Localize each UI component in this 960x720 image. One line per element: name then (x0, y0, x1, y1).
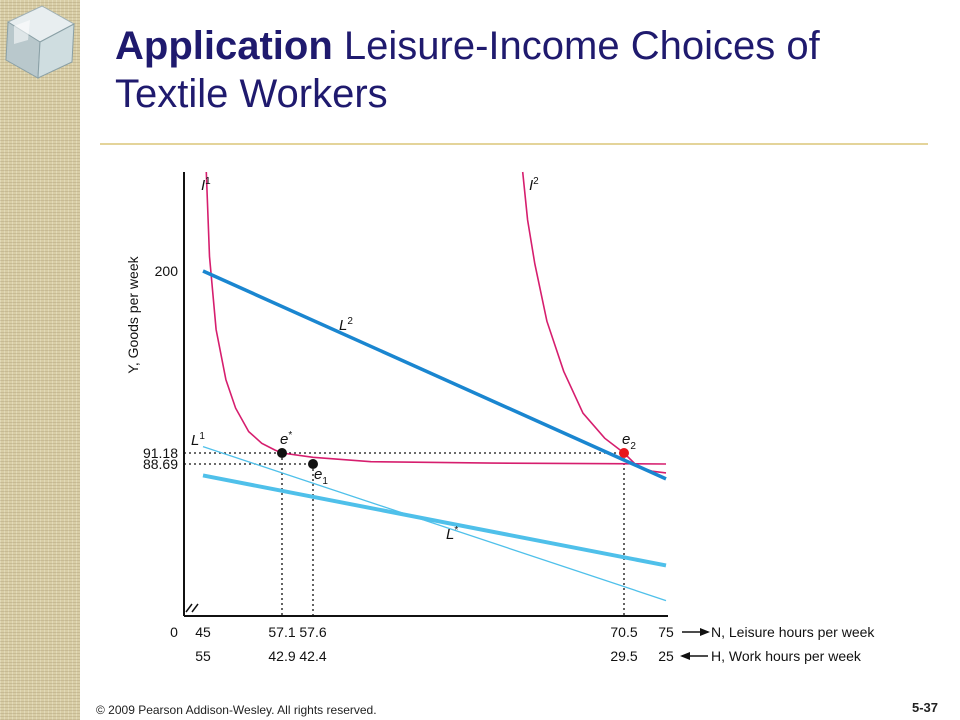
equilibrium-point-3 (619, 448, 629, 458)
point-label-e1: e1 (314, 466, 328, 487)
dotted-guides (184, 452, 625, 616)
glass-cube-logo (5, 5, 76, 79)
budget-label-l2: L2 (339, 316, 353, 334)
x2-tick-label: 42.9 (268, 648, 295, 664)
budget-label-lstar: L* (446, 525, 458, 543)
x-tick-label: 70.5 (610, 624, 637, 640)
x-axis-label: N, Leisure hours per week (711, 624, 875, 640)
budget-lines (202, 269, 667, 602)
y-tick-label: 88.69 (143, 456, 178, 472)
x-tick-label: 57.1 (268, 624, 295, 640)
point-label-estar: e* (280, 430, 292, 448)
slide-number: 5-37 (912, 700, 939, 715)
x-axis-arrow (682, 628, 710, 636)
budget-label-l1: L1 (191, 431, 205, 449)
slide-title: Application Leisure-Income Choices of Te… (115, 22, 935, 118)
x2-axis-label: H, Work hours per week (711, 648, 862, 664)
x2-axis-arrow (680, 652, 708, 660)
x2-tick-label: 42.4 (299, 648, 326, 664)
slide-title-text: Leisure-Income Choices of Textile Worker… (115, 24, 820, 116)
x2-tick-label: 25 (658, 648, 674, 664)
y-tick-label: 91.18 (143, 445, 178, 461)
y-tick-label: 200 (155, 263, 179, 279)
indifference-curve-1 (205, 171, 667, 465)
indifference-curve-2 (521, 171, 667, 474)
indifference-curves (205, 171, 667, 474)
budget-line-1 (202, 473, 667, 568)
x-tick-label: 75 (658, 624, 674, 640)
equilibrium-points (277, 448, 629, 469)
x2-tick-label: 29.5 (610, 648, 637, 664)
copyright-notice: © 2009 Pearson Addison-Wesley. All right… (96, 703, 377, 717)
decorative-side-strip (0, 0, 80, 720)
budget-line-3 (202, 445, 667, 602)
x-tick-label: 45 (195, 624, 211, 640)
x2-tick-label: 55 (195, 648, 211, 664)
curve-label-i2: I2 (529, 176, 539, 194)
arrow-head (700, 628, 710, 636)
axis-break-mark (185, 603, 193, 613)
title-divider (100, 143, 928, 145)
equilibrium-point-1 (277, 448, 287, 458)
arrow-head (680, 652, 690, 660)
axis-break-mark (191, 603, 199, 613)
y-axis-label: Y, Goods per week (125, 255, 141, 373)
x-origin-label: 0 (170, 624, 178, 640)
point-label-e2: e2 (622, 431, 636, 452)
budget-line-2 (202, 269, 667, 481)
equilibrium-point-2 (308, 459, 318, 469)
curve-label-i1: I1 (201, 176, 211, 194)
x-tick-label: 57.6 (299, 624, 326, 640)
slide-title-bold: Application (115, 24, 333, 68)
chart-axes (183, 172, 668, 617)
